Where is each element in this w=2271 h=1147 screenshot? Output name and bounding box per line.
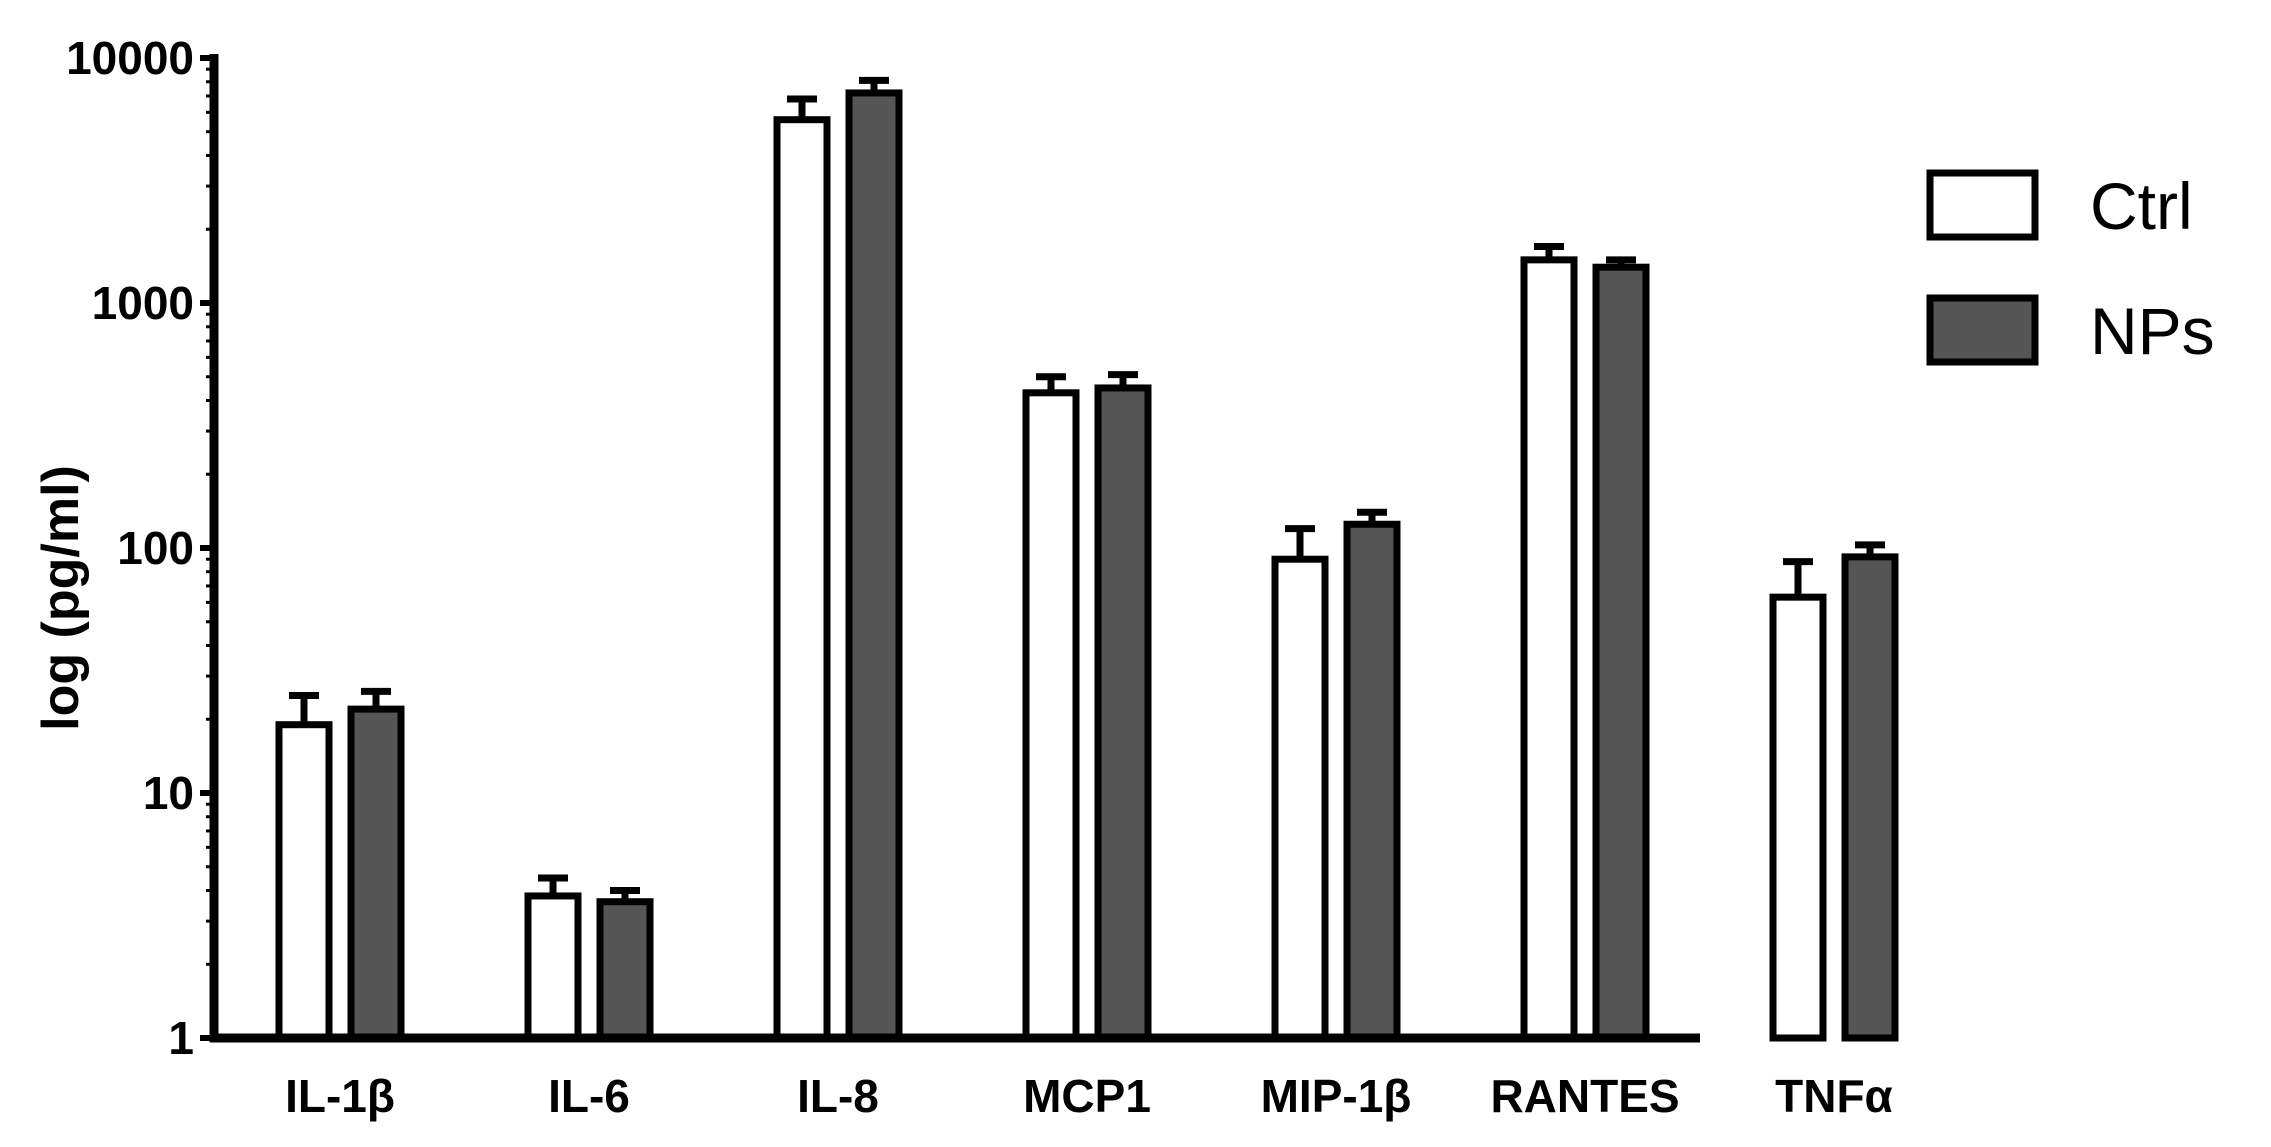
x-tick-label-1: IL-6	[548, 1070, 630, 1122]
legend-swatch-ctrl	[1926, 169, 2039, 241]
legend-label-nps: NPs	[2090, 294, 2215, 368]
bar-ctrl-5	[1520, 256, 1578, 1042]
y-tick-label-4: 10000	[66, 32, 194, 84]
y-axis-label: log (pg/ml)	[32, 465, 90, 731]
bar-nps-4	[1343, 520, 1401, 1042]
bar-nps-2	[845, 89, 903, 1042]
bar-ctrl-0	[275, 721, 333, 1042]
bar-nps-5	[1592, 263, 1650, 1042]
y-tick-label-1: 10	[143, 767, 194, 819]
bar-nps-0	[347, 705, 405, 1042]
bar-nps-6	[1841, 553, 1899, 1042]
y-tick-label-2: 100	[117, 522, 194, 574]
bar-ctrl-2	[773, 116, 831, 1042]
bars-layer	[275, 89, 1899, 1042]
category-labels-layer: IL-1β IL-6 IL-8 MCP1 MIP-1β RANTES TNFα	[285, 1070, 1893, 1122]
y-tick-label-3: 1000	[92, 277, 194, 329]
legend-label-ctrl: Ctrl	[2090, 169, 2193, 243]
y-tick-label-0: 1	[168, 1012, 194, 1064]
bar-ctrl-4	[1271, 555, 1329, 1042]
axes-layer	[209, 54, 1700, 1043]
legend-swatch-nps	[1926, 294, 2039, 366]
bar-ctrl-6	[1769, 593, 1827, 1042]
error-bars-layer	[289, 76, 1885, 902]
x-tick-label-6: TNFα	[1775, 1070, 1893, 1122]
x-tick-label-0: IL-1β	[285, 1070, 395, 1122]
bar-nps-3	[1094, 384, 1152, 1042]
x-tick-label-5: RANTES	[1490, 1070, 1679, 1122]
y-ticks-layer: 1 10 100 1000 10000	[66, 32, 214, 1064]
bar-ctrl-3	[1022, 389, 1080, 1042]
bar-nps-1	[596, 898, 654, 1042]
bar-ctrl-1	[524, 892, 582, 1042]
x-tick-label-4: MIP-1β	[1261, 1070, 1412, 1122]
x-tick-label-3: MCP1	[1023, 1070, 1151, 1122]
x-tick-label-2: IL-8	[797, 1070, 879, 1122]
legend: Ctrl NPs	[1926, 169, 2215, 368]
